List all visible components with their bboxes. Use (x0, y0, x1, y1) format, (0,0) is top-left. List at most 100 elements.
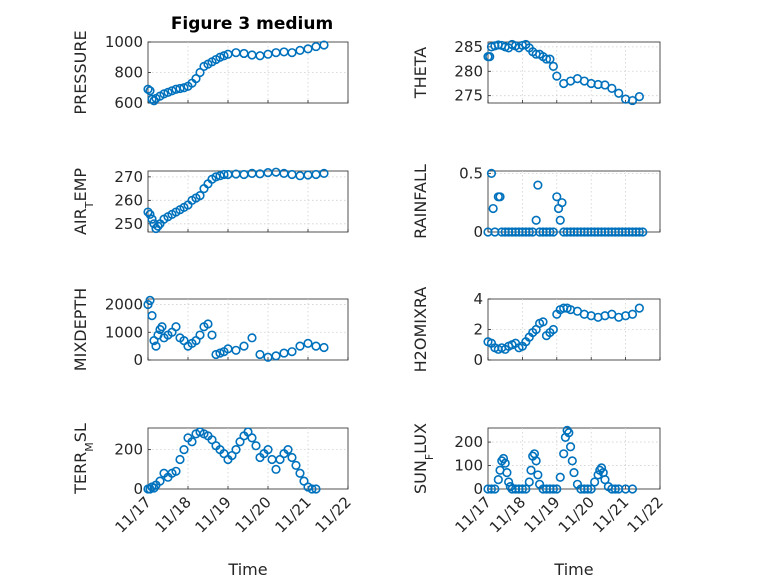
data-point (495, 192, 505, 202)
y-tick-label: 600 (114, 94, 143, 112)
y-tick-label: 250 (114, 215, 143, 233)
subplot-rainfall: 0 0.5 RAINFALL (411, 164, 661, 241)
data-point (191, 73, 201, 84)
y-axis-label: PRESSURE (71, 30, 90, 114)
data-point (179, 445, 189, 455)
subplot-mixdepth: 0 1000 2000 MIXDEPTH (71, 288, 349, 371)
data-point (552, 71, 562, 81)
data-point (524, 227, 534, 237)
data-point (271, 464, 281, 474)
y-tick-label: 1000 (105, 33, 143, 51)
data-point (145, 295, 155, 305)
data-point (155, 476, 165, 486)
data-point (147, 311, 157, 321)
data-point (524, 477, 534, 487)
data-point (263, 445, 273, 455)
data-point (504, 477, 514, 487)
data-point (147, 94, 157, 104)
data-point (195, 191, 205, 201)
data-point (219, 169, 229, 180)
data-point (517, 484, 528, 494)
data-point (175, 83, 185, 94)
data-point (195, 67, 205, 78)
y-tick-label: 285 (454, 38, 483, 56)
subplot-air-temp: 250 260 270 AIRTEMP (71, 167, 349, 235)
data-point (187, 437, 197, 447)
data-point (562, 425, 572, 435)
data-point (271, 351, 281, 361)
subplot-pressure: 600 800 1000 PRESSURE (71, 30, 349, 115)
data-point (143, 207, 153, 217)
axes-sun-flux (487, 427, 661, 490)
figure-title: Figure 3 medium (171, 14, 333, 34)
data-point (565, 442, 576, 452)
data-point (627, 95, 638, 106)
data-point (147, 214, 157, 224)
data-point (295, 341, 305, 351)
data-point (557, 198, 567, 208)
data-point (143, 84, 153, 94)
data-point (163, 87, 173, 97)
data-point (502, 467, 512, 478)
data-point (610, 484, 620, 494)
data-point (567, 456, 577, 466)
y-tick-label: 0 (473, 223, 483, 241)
data-point (319, 168, 329, 178)
data-point (167, 86, 177, 96)
data-point (569, 467, 579, 478)
data-point (251, 441, 261, 451)
data-point (211, 172, 221, 182)
data-point (552, 484, 562, 494)
y-tick-label: 100 (454, 457, 483, 475)
data-point (215, 348, 225, 358)
data-point (545, 54, 555, 64)
data-point (287, 347, 297, 357)
data-point (295, 468, 305, 478)
data-point (531, 215, 541, 225)
y-axis-label: THETA (411, 47, 430, 99)
data-point (231, 345, 241, 355)
y-tick-label: 200 (114, 441, 143, 459)
data-point (541, 54, 552, 64)
data-point (627, 484, 638, 494)
y-tick-label: 0 (473, 351, 483, 369)
y-tick-label: 0 (133, 480, 143, 498)
data-point (545, 227, 555, 237)
data-point (488, 203, 498, 214)
data-point (151, 341, 161, 351)
data-point (500, 458, 510, 468)
data-point (211, 349, 221, 360)
y-tick-label: 4 (473, 290, 483, 308)
data-point (586, 484, 596, 494)
y-tick-label: 275 (454, 87, 483, 105)
data-point (247, 333, 257, 343)
y-axis-label: TERRMSL (71, 423, 96, 495)
data-point (593, 470, 603, 480)
data-point (153, 221, 163, 231)
data-point (533, 470, 543, 480)
data-point (255, 349, 265, 360)
data-point (195, 330, 205, 340)
data-point (319, 40, 329, 50)
y-axis-label: MIXDEPTH (71, 288, 90, 371)
data-point (283, 445, 293, 455)
data-point (291, 460, 301, 470)
data-point (311, 484, 321, 494)
data-point (607, 83, 617, 93)
subplot-h2omixra: 0 2 4 H2OMIXRA (411, 287, 661, 372)
data-point (215, 52, 225, 62)
data-point (486, 484, 497, 494)
y-tick-label: 2 (473, 321, 483, 339)
data-point (583, 484, 593, 494)
data-point (614, 88, 624, 98)
data-point (149, 96, 159, 106)
data-point (145, 86, 155, 96)
data-point (307, 484, 317, 494)
axes-rainfall (487, 170, 661, 233)
data-point (564, 428, 574, 438)
data-point (526, 465, 536, 475)
data-point (548, 227, 558, 237)
subplot-theta: 275 280 285 THETA (411, 38, 661, 106)
